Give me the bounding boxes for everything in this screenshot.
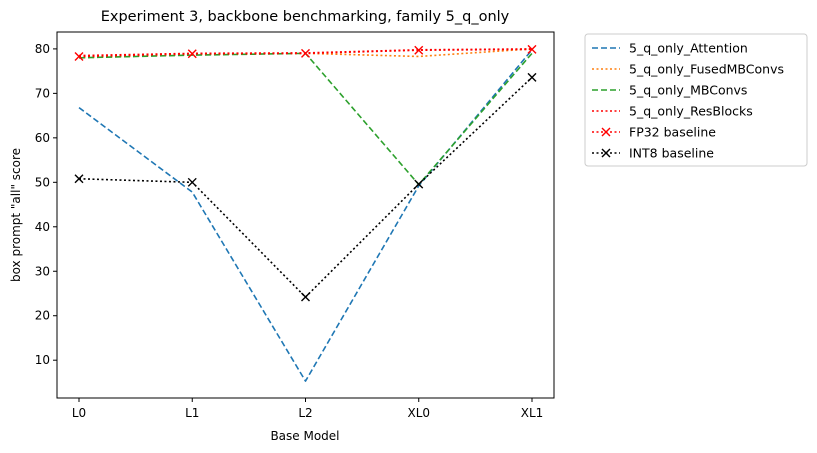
data-point-int8-baseline bbox=[301, 292, 310, 302]
legend-label: FP32 baseline bbox=[629, 125, 716, 140]
chart-title: Experiment 3, backbone benchmarking, fam… bbox=[101, 9, 510, 25]
x-tick-label: L0 bbox=[72, 406, 86, 420]
legend-marker bbox=[601, 148, 611, 158]
legend-marker bbox=[601, 127, 611, 137]
series-line-int8-baseline bbox=[78, 76, 533, 298]
legend-item-5-q-only-attention: 5_q_only_Attention bbox=[592, 41, 748, 56]
data-point-fp32-baseline bbox=[301, 48, 310, 58]
legend-label: INT8 baseline bbox=[629, 146, 714, 161]
x-tick-label: XL1 bbox=[521, 406, 544, 420]
y-tick-label: 30 bbox=[35, 264, 50, 278]
data-point-int8-baseline bbox=[187, 177, 197, 187]
data-point-int8-baseline bbox=[74, 174, 84, 184]
x-tick-label: L2 bbox=[298, 406, 312, 420]
legend-label: 5_q_only_MBConvs bbox=[629, 83, 747, 98]
series-line-5-q-only-attention bbox=[78, 49, 533, 382]
data-point-int8-baseline bbox=[527, 72, 537, 82]
plot-area bbox=[74, 44, 537, 382]
x-axis-label: Base Model bbox=[270, 429, 339, 443]
legend-item-5-q-only-resblocks: 5_q_only_ResBlocks bbox=[592, 104, 753, 119]
data-point-int8-baseline bbox=[414, 179, 424, 189]
y-axis: 10 20 30 40 50 60 70 80 bbox=[35, 42, 57, 367]
legend-label: 5_q_only_ResBlocks bbox=[629, 104, 753, 119]
legend-item-5-q-only-mbconvs: 5_q_only_MBConvs bbox=[592, 83, 747, 98]
legend-frame bbox=[584, 33, 808, 167]
data-point-fp32-baseline bbox=[74, 51, 84, 61]
y-tick-label: 80 bbox=[35, 42, 50, 56]
series-line-5-q-only-mbconvs bbox=[78, 52, 533, 186]
y-tick-label: 40 bbox=[35, 220, 50, 234]
y-tick-label: 60 bbox=[35, 131, 50, 145]
legend-label: 5_q_only_Attention bbox=[629, 41, 748, 56]
legend-item-fp32-baseline: FP32 baseline bbox=[592, 125, 716, 140]
data-point-fp32-baseline bbox=[414, 45, 424, 55]
legend-item-5-q-only-fusedmbconvs: 5_q_only_FusedMBConvs bbox=[592, 62, 784, 77]
legend: 5_q_only_Attention 5_q_only_FusedMBConvs 5… bbox=[584, 33, 808, 167]
y-axis-label: box prompt "all" score bbox=[9, 148, 23, 282]
legend-item-int8-baseline: INT8 baseline bbox=[592, 146, 714, 161]
x-tick-label: L1 bbox=[185, 406, 199, 420]
x-axis: L0 L1 L2 XL0 XL1 bbox=[72, 398, 543, 420]
y-tick-label: 70 bbox=[35, 86, 50, 100]
x-tick-label: XL0 bbox=[407, 406, 430, 420]
axes-frame bbox=[56, 31, 555, 399]
y-tick-label: 20 bbox=[35, 309, 50, 323]
data-point-fp32-baseline bbox=[187, 49, 197, 59]
data-point-fp32-baseline bbox=[527, 44, 537, 54]
y-tick-label: 10 bbox=[35, 353, 50, 367]
y-tick-label: 50 bbox=[35, 175, 50, 189]
legend-label: 5_q_only_FusedMBConvs bbox=[629, 62, 784, 77]
